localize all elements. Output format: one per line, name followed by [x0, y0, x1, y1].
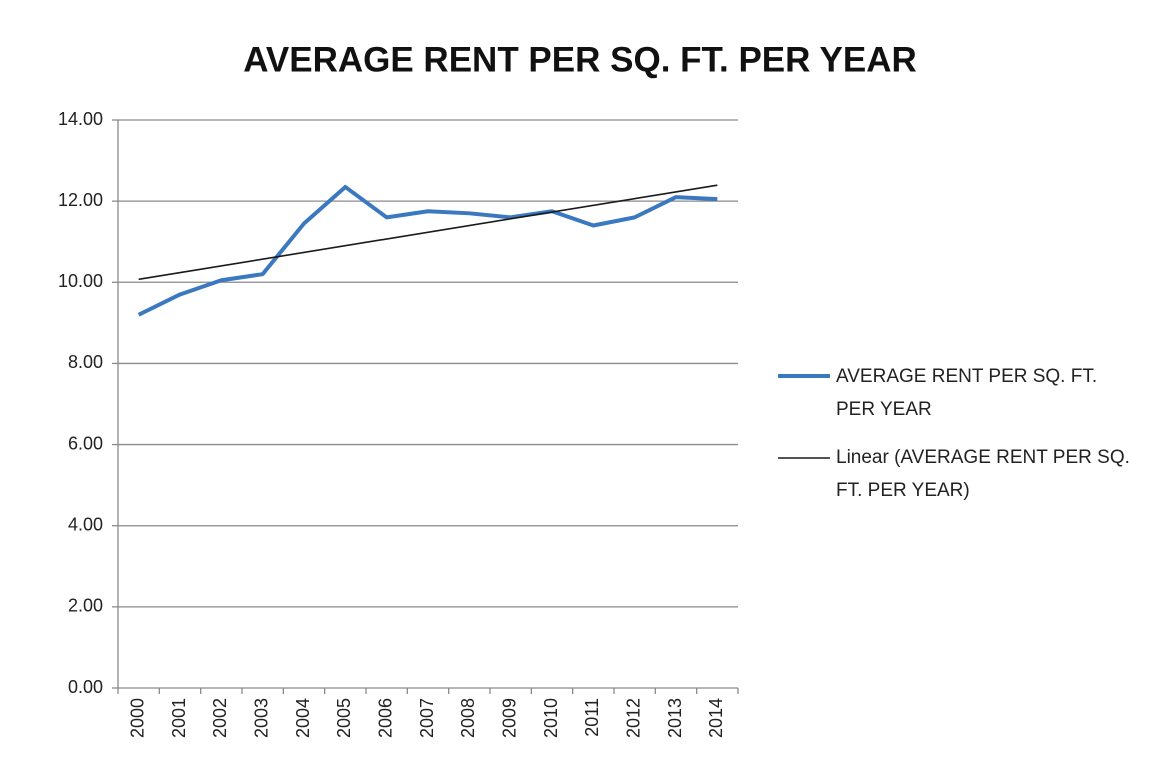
y-tick-label: 6.00: [68, 433, 103, 453]
x-tick-label: 2001: [169, 698, 189, 738]
x-tick-label: 2002: [210, 698, 230, 738]
x-tick-label: 2003: [251, 698, 271, 738]
x-tick-label: 2000: [127, 698, 147, 738]
x-tick-label: 2010: [541, 698, 561, 738]
y-tick-label: 10.00: [58, 271, 103, 291]
legend-label: AVERAGE RENT PER SQ. FT. PER YEAR: [836, 366, 1098, 420]
chart-title: AVERAGE RENT PER SQ. FT. PER YEAR: [243, 40, 917, 79]
x-tick-label: 2014: [706, 698, 726, 738]
series-line: [137, 184, 718, 317]
x-tick-label: 2012: [623, 698, 643, 738]
x-tick-label: 2007: [417, 698, 437, 738]
x-tick-label: 2011: [582, 698, 602, 737]
y-tick-label: 12.00: [58, 190, 103, 210]
y-tick-label: 0.00: [68, 677, 103, 697]
x-tick-label: 2009: [499, 698, 519, 738]
y-tick-label: 2.00: [68, 596, 103, 616]
x-tick-label: 2004: [293, 698, 313, 738]
y-tick-label: 8.00: [68, 352, 103, 372]
trendline: [138, 184, 718, 281]
legend-label: Linear (AVERAGE RENT PER SQ. FT. PER YEA…: [836, 447, 1130, 501]
x-tick-label: 2006: [375, 698, 395, 738]
y-tick-label: 14.00: [58, 109, 103, 129]
x-tick-label: 2005: [334, 698, 354, 738]
y-tick-label: 4.00: [68, 514, 103, 534]
x-tick-label: 2008: [458, 698, 478, 738]
x-tick-label: 2013: [665, 698, 685, 738]
